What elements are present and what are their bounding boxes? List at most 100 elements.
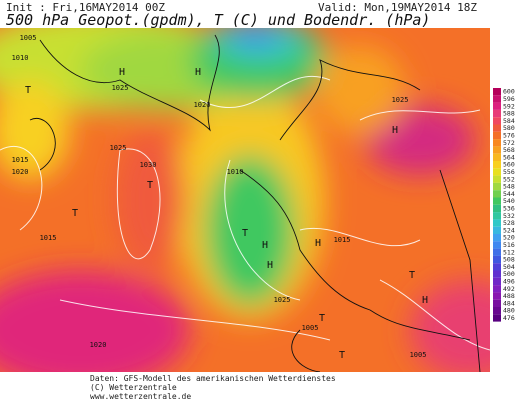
legend-label: 520 — [503, 234, 515, 242]
map-label: H — [315, 238, 321, 249]
legend-label: 556 — [503, 168, 515, 176]
map-label: 1010 — [227, 168, 244, 176]
legend-swatch — [493, 139, 501, 147]
legend-label: 512 — [503, 248, 515, 256]
map-label: 1020 — [194, 101, 211, 109]
legend-label: 564 — [503, 153, 515, 161]
legend-swatch — [493, 277, 501, 286]
legend-swatch — [493, 314, 501, 322]
legend-label: 476 — [503, 314, 515, 322]
map-label: H — [422, 295, 428, 306]
map-label: 1025 — [392, 96, 409, 104]
map-label: T — [409, 270, 415, 281]
map-label: 1015 — [12, 156, 29, 164]
legend-label: 568 — [503, 146, 515, 154]
map-label: 1015 — [40, 234, 57, 242]
legend-swatch — [493, 124, 501, 132]
footer-url: www.wetterzentrale.de — [90, 392, 191, 400]
map-label: T — [319, 313, 325, 324]
map-label: 1010 — [12, 54, 29, 62]
map — [0, 28, 490, 372]
legend-swatch — [493, 307, 501, 315]
legend-swatch — [493, 131, 501, 140]
map-label: T — [72, 208, 78, 219]
map-title: 500 hPa Geopot.(gpdm), T (C) und Bodendr… — [6, 11, 430, 29]
valid-time: Valid: Mon,19MAY2014 18Z — [318, 1, 477, 14]
legend-swatch — [493, 109, 501, 118]
legend-label: 548 — [503, 183, 515, 191]
legend-swatch — [493, 248, 501, 256]
legend-swatch — [493, 102, 501, 110]
legend-label: 600 — [503, 88, 515, 96]
legend-swatch — [493, 299, 501, 307]
legend-label: 588 — [503, 110, 515, 118]
legend-swatch — [493, 219, 501, 227]
map-label: H — [392, 125, 398, 136]
legend-label: 516 — [503, 241, 515, 249]
map-label: 1015 — [334, 236, 351, 244]
legend-swatch — [493, 292, 501, 300]
legend-swatch — [493, 117, 501, 125]
map-label: T — [25, 85, 31, 96]
legend-label: 544 — [503, 190, 515, 198]
legend-swatch — [493, 255, 501, 264]
legend-label: 572 — [503, 139, 515, 147]
legend-label: 484 — [503, 299, 515, 307]
legend-swatch — [493, 204, 501, 213]
legend-label: 504 — [503, 263, 515, 271]
legend-swatch — [493, 161, 501, 169]
legend-label: 592 — [503, 102, 515, 110]
legend-label: 596 — [503, 95, 515, 103]
footer-source: Daten: GFS-Modell des amerikanischen Wet… — [90, 374, 336, 383]
legend-label: 488 — [503, 292, 515, 300]
legend-swatch — [493, 285, 501, 293]
legend-label: 560 — [503, 161, 515, 169]
legend-swatch — [493, 234, 501, 242]
legend-label: 524 — [503, 226, 515, 234]
legend-swatch — [493, 182, 501, 191]
legend-label: 496 — [503, 277, 515, 285]
legend-label: 552 — [503, 175, 515, 183]
legend-swatch — [493, 95, 501, 103]
map-label: T — [339, 350, 345, 361]
map-label: 1025 — [110, 144, 127, 152]
legend-swatch — [493, 168, 501, 176]
legend-label: 536 — [503, 204, 515, 212]
init-time: Init : Fri,16MAY2014 00Z — [6, 1, 165, 14]
legend-label: 580 — [503, 124, 515, 132]
legend-swatch — [493, 153, 501, 161]
map-label: H — [262, 240, 268, 251]
legend-label: 576 — [503, 131, 515, 139]
color-legend: 6005965925885845805765725685645605565525… — [493, 88, 515, 322]
legend-swatch — [493, 197, 501, 205]
legend-swatch — [493, 88, 501, 96]
legend-swatch — [493, 270, 501, 278]
legend-label: 492 — [503, 285, 515, 293]
map-label: H — [119, 67, 125, 78]
map-label: 1005 — [20, 34, 37, 42]
legend-swatch — [493, 212, 501, 220]
legend-label: 500 — [503, 270, 515, 278]
legend-swatch — [493, 226, 501, 234]
legend-label: 584 — [503, 117, 515, 125]
legend-label: 508 — [503, 256, 515, 264]
map-labels: 1005 1010 T H 1025 H 1020 1025 1015 1020 T 1015 1030… — [12, 34, 428, 361]
map-label: T — [147, 180, 153, 191]
map-label: 1025 — [274, 296, 291, 304]
legend-label: 480 — [503, 307, 515, 315]
map-label: 1020 — [90, 341, 107, 349]
map-label: H — [267, 260, 273, 271]
legend-label: 540 — [503, 197, 515, 205]
map-label: 1005 — [302, 324, 319, 332]
map-label: H — [195, 67, 201, 78]
map-label: 1025 — [112, 84, 129, 92]
legend-swatch — [493, 190, 501, 198]
legend-swatch — [493, 263, 501, 271]
footer-copyright: (C) Wetterzentrale — [90, 383, 177, 392]
map-label: 1005 — [410, 351, 427, 359]
legend-label: 532 — [503, 212, 515, 220]
map-label: 1030 — [140, 161, 157, 169]
legend-label: 528 — [503, 219, 515, 227]
legend-swatch — [493, 146, 501, 154]
